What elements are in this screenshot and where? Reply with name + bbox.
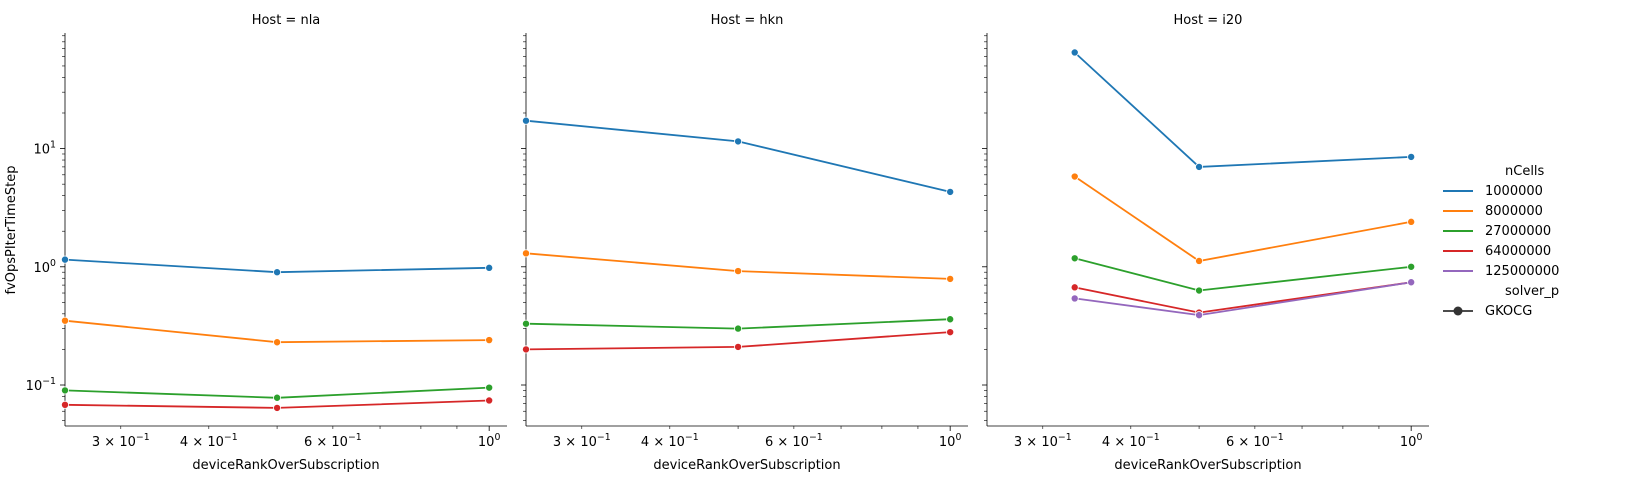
series-line-1000000 bbox=[1074, 51, 1412, 168]
facet-title: Host = nla bbox=[252, 13, 321, 28]
series-line-8000000 bbox=[1074, 175, 1412, 262]
data-point-8000000 bbox=[1407, 217, 1416, 226]
x-tick-label: 3 × 10−1 bbox=[1014, 432, 1072, 450]
legend-label-64000000: 64000000 bbox=[1485, 244, 1551, 259]
data-point-1000000 bbox=[273, 268, 282, 277]
x-tick-label: 100 bbox=[478, 432, 501, 450]
facet-panel-0: Host = nla 10−1 100 101 3 × 10−1 4 × 10−1 6 × … bbox=[26, 13, 507, 473]
data-point-27000000 bbox=[1070, 254, 1079, 263]
x-tick-label: 100 bbox=[939, 432, 962, 450]
data-point-64000000 bbox=[522, 345, 531, 354]
legend-label-125000000: 125000000 bbox=[1485, 264, 1559, 279]
data-point-125000000 bbox=[1195, 311, 1204, 320]
data-point-8000000 bbox=[273, 338, 282, 347]
data-point-64000000 bbox=[1070, 283, 1079, 292]
legend: nCells 1000000 8000000 27000000 64000000 1250… bbox=[1443, 164, 1559, 319]
data-point-1000000 bbox=[734, 137, 743, 146]
data-point-8000000 bbox=[485, 336, 494, 345]
data-point-27000000 bbox=[485, 383, 494, 392]
x-axis-label: deviceRankOverSubscription bbox=[1114, 458, 1301, 473]
data-point-1000000 bbox=[485, 263, 494, 272]
data-point-27000000 bbox=[734, 324, 743, 333]
data-point-125000000 bbox=[1070, 294, 1079, 303]
data-point-27000000 bbox=[1407, 262, 1416, 271]
data-point-27000000 bbox=[61, 386, 70, 395]
data-point-27000000 bbox=[946, 315, 955, 324]
data-point-1000000 bbox=[1070, 48, 1079, 57]
data-point-8000000 bbox=[946, 274, 955, 283]
x-tick-label: 4 × 10−1 bbox=[180, 432, 238, 450]
series-line-1000000 bbox=[525, 119, 951, 193]
data-point-64000000 bbox=[946, 328, 955, 337]
x-axis-label: deviceRankOverSubscription bbox=[653, 458, 840, 473]
x-tick-label: 6 × 10−1 bbox=[765, 432, 823, 450]
data-point-27000000 bbox=[522, 319, 531, 328]
legend-style-label: GKOCG bbox=[1485, 304, 1532, 319]
data-point-27000000 bbox=[1195, 286, 1204, 295]
data-point-1000000 bbox=[61, 255, 70, 264]
legend-label-8000000: 8000000 bbox=[1485, 204, 1543, 219]
x-tick-label: 3 × 10−1 bbox=[553, 432, 611, 450]
data-point-64000000 bbox=[485, 396, 494, 405]
facet-panel-2: Host = i20 3 × 10−1 4 × 10−1 6 × 10−1 100 dev… bbox=[982, 13, 1429, 473]
data-point-8000000 bbox=[734, 267, 743, 276]
data-point-64000000 bbox=[61, 400, 70, 409]
data-point-1000000 bbox=[522, 116, 531, 125]
y-tick-label: 10−1 bbox=[26, 376, 56, 394]
series-line-27000000 bbox=[1074, 257, 1412, 292]
legend-style-marker bbox=[1453, 306, 1463, 316]
data-point-1000000 bbox=[1195, 162, 1204, 171]
data-point-64000000 bbox=[273, 403, 282, 412]
legend-label-1000000: 1000000 bbox=[1485, 184, 1543, 199]
data-point-27000000 bbox=[273, 393, 282, 402]
data-point-1000000 bbox=[946, 187, 955, 196]
x-tick-label: 4 × 10−1 bbox=[1102, 432, 1160, 450]
facet-title: Host = hkn bbox=[711, 13, 784, 28]
x-tick-label: 4 × 10−1 bbox=[641, 432, 699, 450]
y-axis-label: fvOpsPIterTimeStep bbox=[4, 165, 19, 294]
x-tick-label: 100 bbox=[1400, 432, 1423, 450]
data-point-125000000 bbox=[1407, 278, 1416, 287]
series-line-125000000 bbox=[1074, 281, 1412, 317]
data-point-8000000 bbox=[1195, 256, 1204, 265]
legend-label-27000000: 27000000 bbox=[1485, 224, 1551, 239]
x-tick-label: 6 × 10−1 bbox=[1226, 432, 1284, 450]
facet-title: Host = i20 bbox=[1174, 13, 1243, 28]
data-point-8000000 bbox=[61, 316, 70, 325]
data-point-8000000 bbox=[1070, 172, 1079, 181]
data-point-8000000 bbox=[522, 249, 531, 258]
legend-style-title: solver_p bbox=[1505, 284, 1559, 299]
x-tick-label: 6 × 10−1 bbox=[304, 432, 362, 450]
y-tick-label: 100 bbox=[34, 258, 57, 276]
data-point-1000000 bbox=[1407, 152, 1416, 161]
y-tick-label: 101 bbox=[34, 140, 57, 158]
data-point-64000000 bbox=[734, 342, 743, 351]
x-axis-label: deviceRankOverSubscription bbox=[192, 458, 379, 473]
facet-panel-1: Host = hkn 3 × 10−1 4 × 10−1 6 × 10−1 100 dev… bbox=[521, 13, 968, 473]
legend-hue-title: nCells bbox=[1505, 164, 1545, 179]
x-tick-label: 3 × 10−1 bbox=[92, 432, 150, 450]
